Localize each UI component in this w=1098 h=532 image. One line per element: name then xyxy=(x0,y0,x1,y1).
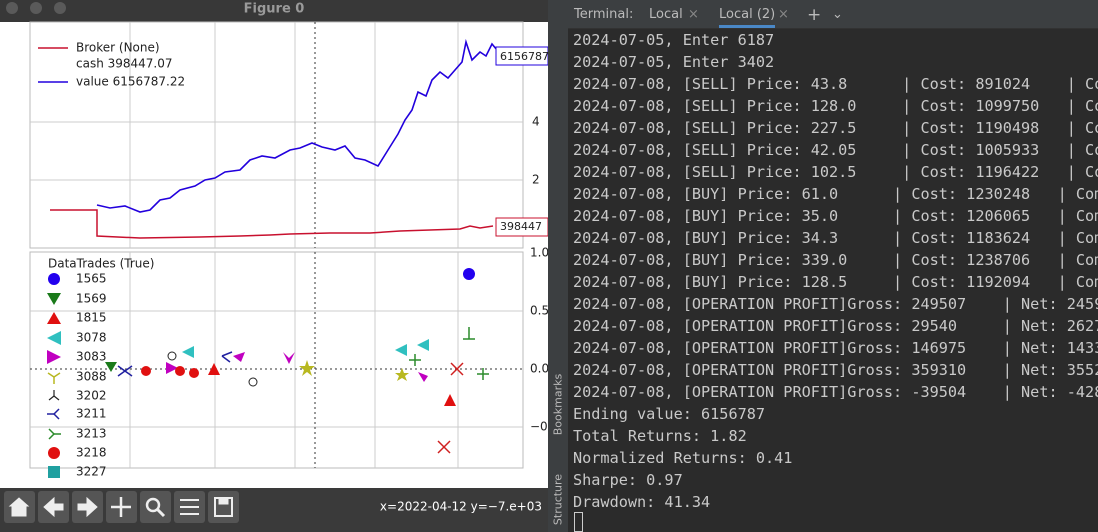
y-tick-label: 0.0 xyxy=(530,362,548,376)
cash-line xyxy=(50,209,494,239)
terminal-line: Total Returns: 1.82 xyxy=(573,427,747,445)
trade-legend-markers xyxy=(47,273,61,478)
side-tab[interactable]: Bookmarks xyxy=(551,373,565,436)
terminal-line: 2024-07-08, [BUY] Price: 34.3 | Cost: 11… xyxy=(573,229,1098,247)
cash-tag: 398447 xyxy=(500,220,542,233)
grid xyxy=(30,22,523,468)
legend-label: 3088 xyxy=(76,370,107,384)
figure-window: Figure 0 6156787 398447 Broker (None) ca… xyxy=(0,0,548,532)
figure: Figure 0 6156787 398447 Broker (None) ca… xyxy=(0,0,548,532)
close-button[interactable] xyxy=(6,2,18,14)
cursor xyxy=(574,512,583,532)
cash-tag-box xyxy=(495,217,548,237)
trade-markers xyxy=(105,268,489,454)
terminal-line: 2024-07-08, [BUY] Price: 35.0 | Cost: 12… xyxy=(573,207,1098,225)
status-text: x=2022-04-12 y=−7.e+03 xyxy=(380,500,542,514)
terminal-line: 2024-07-08, [SELL] Price: 227.5 | Cost: … xyxy=(573,119,1098,137)
top-axes xyxy=(29,21,524,249)
legend-label: 1815 xyxy=(76,311,107,325)
toolbar-icons xyxy=(8,496,233,518)
value-line xyxy=(96,38,498,213)
legend-label: Broker (None) xyxy=(76,41,160,55)
minimize-button[interactable] xyxy=(30,2,42,14)
terminal-line: 2024-07-05, Enter 6187 xyxy=(573,31,775,49)
legend-label: 1565 xyxy=(76,272,107,286)
terminal-line: 2024-07-08, [SELL] Price: 128.0 | Cost: … xyxy=(573,97,1098,115)
legend-label: 3213 xyxy=(76,427,107,441)
side-tab[interactable]: Structure xyxy=(551,473,565,526)
window-title: Figure 0 xyxy=(244,2,305,17)
terminal-line: 2024-07-08, [BUY] Price: 61.0 | Cost: 12… xyxy=(573,185,1098,203)
terminal-line: 2024-07-08, [OPERATION PROFIT]Gross: 295… xyxy=(573,317,1098,335)
tab[interactable]: Local xyxy=(649,7,683,22)
terminal-line: Ending value: 6156787 xyxy=(573,405,766,423)
new-tab-button[interactable]: + xyxy=(807,5,822,25)
legend-label: 3218 xyxy=(76,446,107,460)
save-button[interactable] xyxy=(208,491,239,523)
y-tick-label: 0.5 xyxy=(530,304,548,318)
tab-bar: Terminal: Local × Local (2) × + ⌄ xyxy=(548,0,1098,29)
terminal-output: 2024-07-05, Enter 6187 2024-07-05, Enter … xyxy=(573,29,1098,513)
terminal-line: 2024-07-08, [OPERATION PROFIT]Gross: -39… xyxy=(573,383,1098,401)
legend-label: value 6156787.22 xyxy=(76,75,185,89)
legend-label: 3211 xyxy=(76,407,107,421)
terminal-line: 2024-07-05, Enter 3402 xyxy=(573,53,775,71)
zoom-button[interactable] xyxy=(54,2,66,14)
legend-label: 3083 xyxy=(76,350,107,364)
terminal-line: 2024-07-08, [SELL] Price: 43.8 | Cost: 8… xyxy=(573,75,1098,93)
legend-title: DataTrades (True) xyxy=(48,257,154,271)
terminal-panel: Terminal: Local × Local (2) × + ⌄ Bookma… xyxy=(548,0,1098,532)
side-bar: Bookmarks Structure xyxy=(548,28,568,532)
tab-menu[interactable]: ⌄ xyxy=(832,7,843,22)
terminal-line: Sharpe: 0.97 xyxy=(573,471,683,489)
terminal-line: 2024-07-08, [BUY] Price: 339.0 | Cost: 1… xyxy=(573,251,1098,269)
terminal-line: 2024-07-08, [OPERATION PROFIT]Gross: 359… xyxy=(573,361,1098,379)
y-tick-label: 2 xyxy=(532,173,540,187)
value-tag: 6156787 xyxy=(500,50,548,63)
zoom-button[interactable] xyxy=(140,491,171,523)
legend-label: 3227 xyxy=(76,465,107,479)
terminal-line: 2024-07-08, [BUY] Price: 128.5 | Cost: 1… xyxy=(573,273,1098,291)
legend-label: 3078 xyxy=(76,331,107,345)
legend-label: cash 398447.07 xyxy=(76,57,173,71)
terminal-line: 2024-07-08, [SELL] Price: 102.5 | Cost: … xyxy=(573,163,1098,181)
legend-label: 3202 xyxy=(76,389,107,403)
terminal-line: 2024-07-08, [OPERATION PROFIT]Gross: 146… xyxy=(573,339,1098,357)
terminal-line: 2024-07-08, [SELL] Price: 42.05 | Cost: … xyxy=(573,141,1098,159)
tab-close[interactable]: × xyxy=(688,7,699,22)
terminal-line: 2024-07-08, [OPERATION PROFIT]Gross: 249… xyxy=(573,295,1098,313)
bottom-axes xyxy=(29,251,524,469)
terminal-line: Normalized Returns: 0.41 xyxy=(573,449,793,467)
legend-label: 1569 xyxy=(76,292,107,306)
title-bar xyxy=(0,0,548,22)
y-tick-label: 1.0 xyxy=(530,246,548,260)
canvas xyxy=(0,22,548,488)
value-tag-box xyxy=(495,46,548,66)
y-tick-label: −0 xyxy=(530,420,548,434)
tool-title: Terminal: xyxy=(574,7,634,22)
tab-active[interactable]: Local (2) xyxy=(719,0,776,28)
y-tick-label: 4 xyxy=(532,115,540,129)
terminal-line: Drawdown: 41.34 xyxy=(573,493,711,511)
tab-close[interactable]: × xyxy=(778,7,789,22)
